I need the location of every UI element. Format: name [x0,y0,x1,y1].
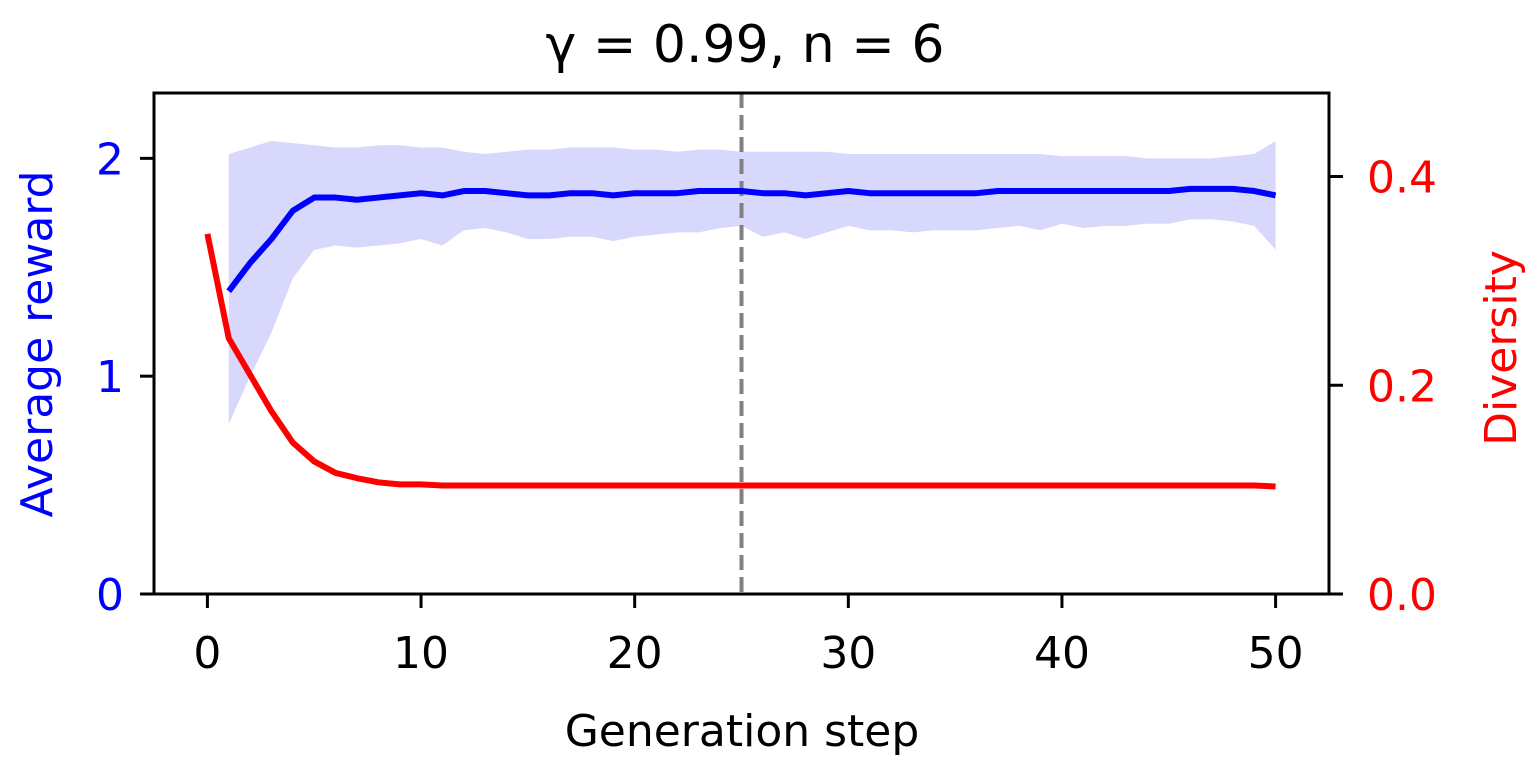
y-right-tick-label: 0.4 [1367,153,1437,204]
x-tick-label: 40 [1034,628,1090,679]
y-axis-right-title: Diversity [1476,250,1527,446]
y-right-tick-label: 0.0 [1367,570,1437,621]
x-axis-title: Generation step [565,706,920,757]
reward-band-layer [228,140,1276,425]
diversity-line [204,233,1276,490]
x-tick-label: 0 [193,628,221,679]
reward-band [228,140,1276,425]
x-tick-label: 50 [1248,628,1304,679]
y-left-tick-label: 0 [96,570,124,621]
x-tick-label: 20 [607,628,663,679]
x-ticks: 0 10 20 30 40 50 [193,594,1304,679]
y-right-tick-label: 0.2 [1367,361,1437,412]
x-tick-label: 30 [820,628,876,679]
plot-frame [152,91,1331,596]
y-axis-left-title: Average reward [12,170,63,517]
y-ticks-left: 0 1 2 [96,134,154,621]
y-left-tick-label: 2 [96,134,124,185]
y-left-tick-label: 1 [96,352,124,403]
y-ticks-right: 0.0 0.2 0.4 [1329,153,1437,621]
chart-title: γ = 0.99, n = 6 [546,15,945,75]
series-layer [204,185,1277,490]
reward-line [226,185,1277,294]
x-tick-label: 10 [393,628,449,679]
